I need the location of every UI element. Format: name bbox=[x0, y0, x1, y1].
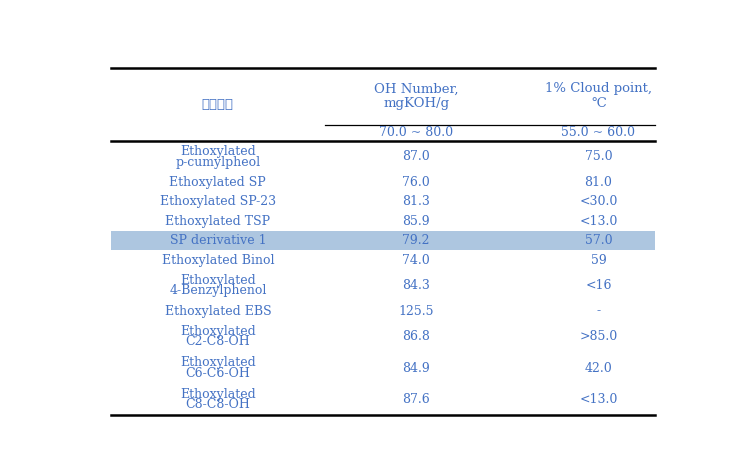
Text: Ethoxylated EBS: Ethoxylated EBS bbox=[164, 304, 271, 318]
Bar bbox=[111, 231, 655, 250]
Text: Ethoxylated: Ethoxylated bbox=[180, 145, 255, 158]
Text: 4-Benzylphenol: 4-Benzylphenol bbox=[169, 285, 267, 297]
Text: 75.0: 75.0 bbox=[585, 151, 613, 163]
Text: Ethoxylated: Ethoxylated bbox=[180, 325, 255, 338]
Text: Ethoxylated SP-23: Ethoxylated SP-23 bbox=[160, 195, 276, 209]
Text: 85.9: 85.9 bbox=[403, 215, 430, 228]
Text: <16: <16 bbox=[585, 279, 612, 292]
Text: Ethoxylated: Ethoxylated bbox=[180, 356, 255, 369]
Text: 84.3: 84.3 bbox=[402, 279, 430, 292]
Text: 55.0 ~ 60.0: 55.0 ~ 60.0 bbox=[562, 126, 636, 139]
Text: 125.5: 125.5 bbox=[398, 304, 434, 318]
Text: 87.6: 87.6 bbox=[402, 393, 430, 406]
Text: C6-C6-OH: C6-C6-OH bbox=[185, 367, 250, 380]
Text: p-cumylpheol: p-cumylpheol bbox=[176, 156, 261, 169]
Text: C8-C8-OH: C8-C8-OH bbox=[185, 399, 250, 411]
Text: <30.0: <30.0 bbox=[580, 195, 618, 209]
Text: OH Number,
mgKOH/g: OH Number, mgKOH/g bbox=[374, 82, 459, 110]
Text: 성과지표: 성과지표 bbox=[202, 98, 234, 111]
Text: Ethoxylated: Ethoxylated bbox=[180, 388, 255, 401]
Text: 1% Cloud point,
℃: 1% Cloud point, ℃ bbox=[545, 82, 652, 110]
Text: 81.3: 81.3 bbox=[402, 195, 430, 209]
Text: SP derivative 1: SP derivative 1 bbox=[170, 234, 266, 247]
Text: 59: 59 bbox=[591, 254, 607, 266]
Text: -: - bbox=[596, 304, 601, 318]
Text: Ethoxylated Binol: Ethoxylated Binol bbox=[161, 254, 274, 266]
Text: 76.0: 76.0 bbox=[402, 176, 430, 189]
Text: 79.2: 79.2 bbox=[403, 234, 430, 247]
Text: 87.0: 87.0 bbox=[402, 151, 430, 163]
Text: 74.0: 74.0 bbox=[402, 254, 430, 266]
Text: 86.8: 86.8 bbox=[402, 330, 430, 343]
Text: Ethoxylated SP: Ethoxylated SP bbox=[170, 176, 266, 189]
Text: 84.9: 84.9 bbox=[402, 361, 430, 375]
Text: <13.0: <13.0 bbox=[580, 393, 618, 406]
Text: 57.0: 57.0 bbox=[585, 234, 613, 247]
Text: 70.0 ~ 80.0: 70.0 ~ 80.0 bbox=[379, 126, 453, 139]
Text: Ethoxylated: Ethoxylated bbox=[180, 274, 255, 287]
Text: C2-C8-OH: C2-C8-OH bbox=[185, 335, 250, 348]
Text: >85.0: >85.0 bbox=[580, 330, 618, 343]
Text: 42.0: 42.0 bbox=[585, 361, 613, 375]
Text: <13.0: <13.0 bbox=[580, 215, 618, 228]
Text: 81.0: 81.0 bbox=[585, 176, 613, 189]
Text: Ethoxylated TSP: Ethoxylated TSP bbox=[165, 215, 270, 228]
